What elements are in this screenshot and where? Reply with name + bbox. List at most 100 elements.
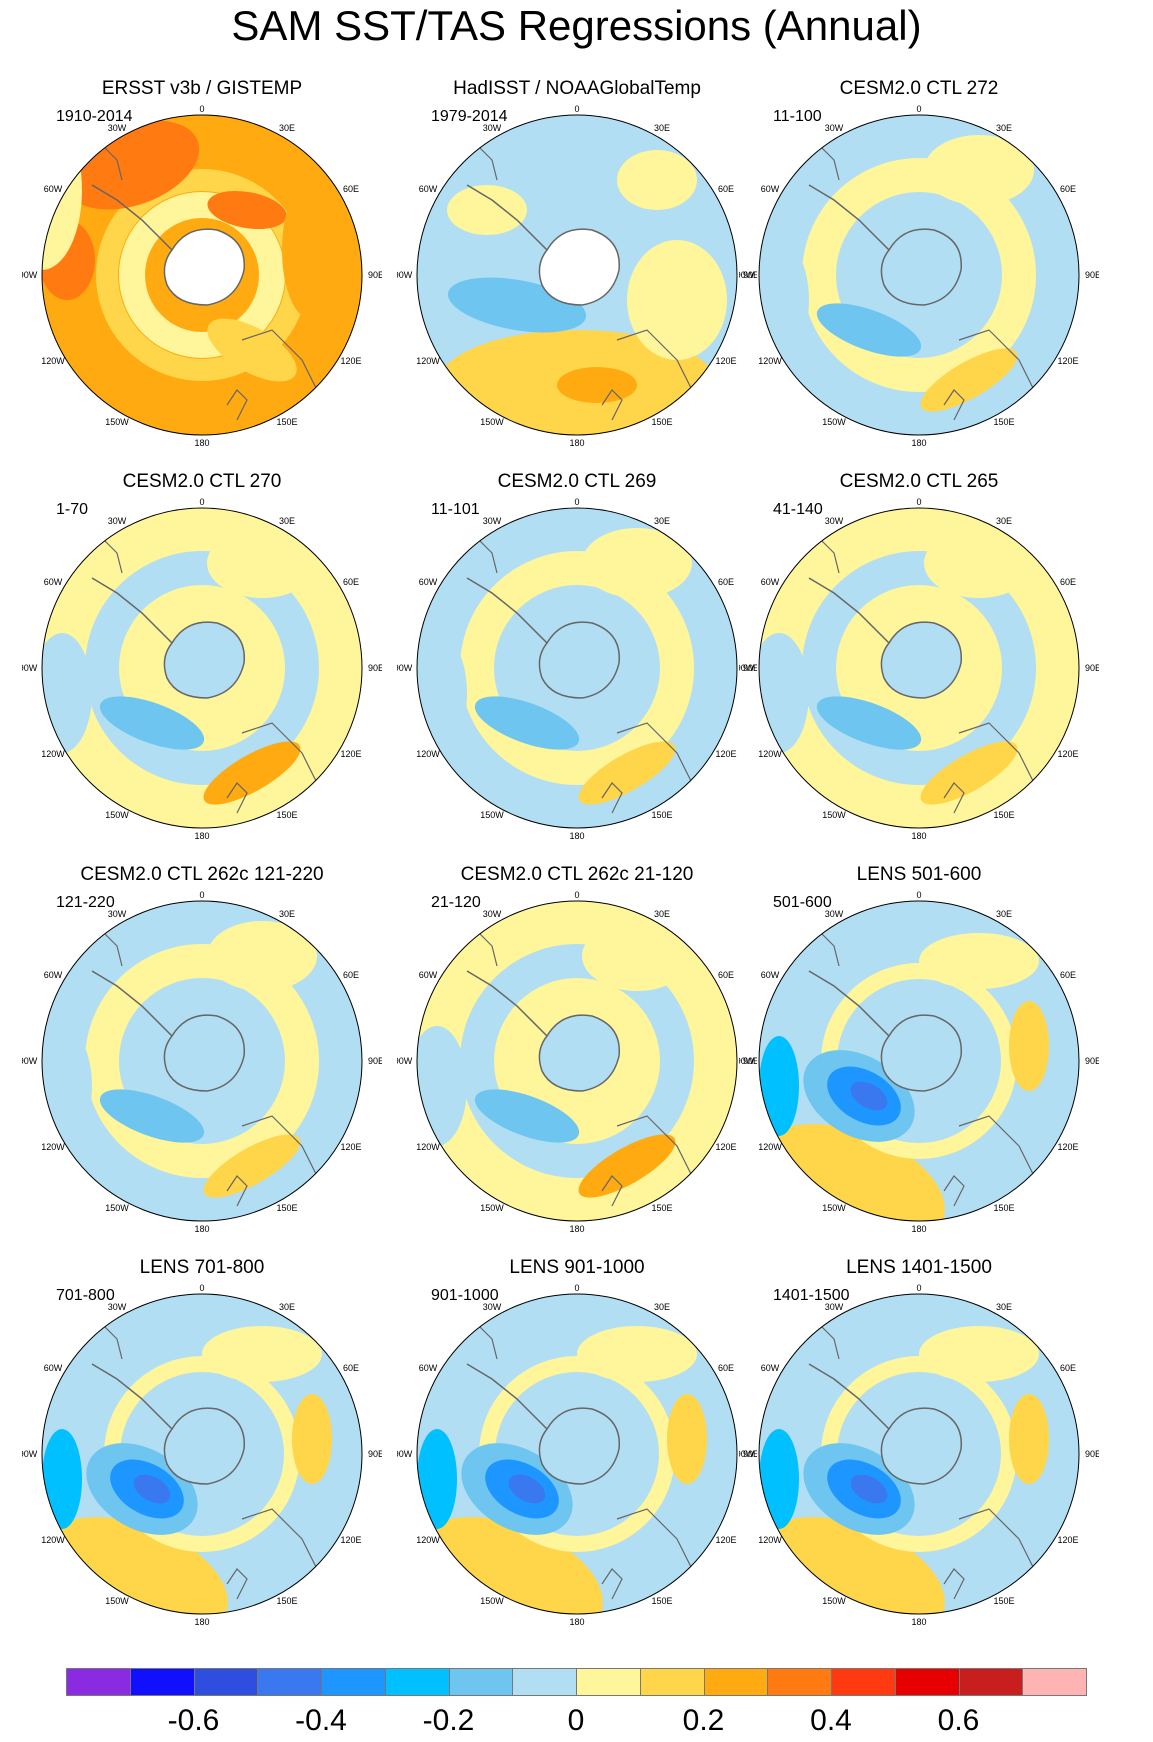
longitude-label: 150E bbox=[651, 417, 672, 427]
panel-title: CESM2.0 CTL 265 bbox=[839, 471, 999, 492]
new-zealand-coastline bbox=[943, 1175, 965, 1207]
longitude-label: 120E bbox=[715, 749, 736, 759]
antarctica-coastline bbox=[538, 228, 620, 306]
map-panel: CESM2.0 CTL 272 11-100 0 30E 60E 90E 120E 150E 1… bbox=[739, 78, 1099, 468]
longitude-label: 120W bbox=[416, 1142, 440, 1152]
colorbar bbox=[66, 1668, 1087, 1698]
longitude-label: 60W bbox=[761, 184, 780, 194]
longitude-label: 30E bbox=[654, 909, 670, 919]
antarctic-peninsula-coastline bbox=[466, 184, 548, 251]
longitude-label: 120E bbox=[715, 1142, 736, 1152]
polar-ring bbox=[506, 990, 648, 1132]
longitude-label: 120W bbox=[41, 1142, 65, 1152]
new-zealand-coastline bbox=[601, 1175, 623, 1207]
regression-field bbox=[759, 901, 1079, 1221]
regression-field bbox=[42, 508, 362, 828]
polar-stereographic-map: 0 30E 60E 90E 120E 150E 180 150W 120W 90W 60W 30W bbox=[739, 890, 1099, 1234]
polar-stereographic-map: 0 30E 60E 90E 120E 150E 180 150W 120W 90W 60W 30W bbox=[22, 890, 382, 1234]
colorbar-swatch bbox=[66, 1668, 131, 1696]
longitude-label: 90E bbox=[1085, 270, 1099, 280]
map-panel: LENS 701-800 701-800 0 30E 60E 90E 120E 150E 180… bbox=[22, 1257, 382, 1647]
longitude-label: 120E bbox=[340, 749, 361, 759]
longitude-label: 90E bbox=[368, 1056, 382, 1066]
cold-anomaly bbox=[417, 1429, 457, 1529]
longitude-label: 150W bbox=[105, 810, 129, 820]
panel-title: LENS 901-1000 bbox=[509, 1257, 645, 1278]
colorbar-tick-label: 0 bbox=[567, 1704, 585, 1737]
warm-anomaly bbox=[282, 180, 342, 320]
warm-anomaly bbox=[1009, 1001, 1049, 1091]
longitude-label: 60W bbox=[761, 1363, 780, 1373]
longitude-label: 120E bbox=[340, 1142, 361, 1152]
new-zealand-coastline bbox=[226, 1175, 248, 1207]
longitude-label: 120E bbox=[1057, 749, 1078, 759]
longitude-label: 30W bbox=[483, 909, 502, 919]
antarctica-coastline bbox=[163, 621, 245, 699]
map-border bbox=[416, 900, 738, 1222]
longitude-label: 90W bbox=[397, 663, 413, 673]
longitude-label: 30E bbox=[279, 1302, 295, 1312]
longitude-label: 90W bbox=[739, 1449, 755, 1459]
panel-period-label: 11-100 bbox=[773, 108, 822, 125]
longitude-label: 30W bbox=[825, 516, 844, 526]
longitude-label: 60W bbox=[761, 577, 780, 587]
longitude-label: 150W bbox=[822, 417, 846, 427]
longitude-label: 90E bbox=[1085, 1449, 1099, 1459]
new-zealand-coastline bbox=[226, 389, 248, 421]
longitude-label: 90W bbox=[22, 1449, 38, 1459]
new-zealand-coastline bbox=[943, 389, 965, 421]
longitude-label: 30E bbox=[654, 1302, 670, 1312]
colorbar-swatch bbox=[1022, 1668, 1087, 1696]
regression-field bbox=[759, 115, 1079, 435]
cold-anomaly bbox=[99, 696, 205, 750]
regression-field bbox=[417, 901, 737, 1221]
polar-ring bbox=[506, 597, 648, 739]
longitude-label: 30E bbox=[996, 123, 1012, 133]
longitude-label: 120E bbox=[340, 356, 361, 366]
panel-period-label: 1910-2014 bbox=[56, 108, 133, 125]
longitude-label: 150W bbox=[480, 810, 504, 820]
longitude-label: 180 bbox=[569, 1224, 584, 1234]
map-border bbox=[41, 114, 363, 436]
antarctica-coastline bbox=[880, 1407, 962, 1485]
colorbar-swatch bbox=[703, 1668, 769, 1696]
polar-stereographic-map: 0 30E 60E 90E 120E 150E 180 150W 120W 90W 60W 30W bbox=[22, 104, 382, 448]
polar-ring bbox=[848, 597, 990, 739]
weak-anomaly bbox=[417, 1026, 467, 1146]
weak-anomaly bbox=[582, 921, 692, 991]
longitude-label: 60E bbox=[343, 1363, 359, 1373]
longitude-label: 30W bbox=[825, 1302, 844, 1312]
cold-anomaly bbox=[133, 1474, 171, 1504]
antarctic-peninsula-coastline bbox=[808, 1363, 890, 1430]
longitude-label: 60W bbox=[419, 577, 438, 587]
longitude-label: 30E bbox=[654, 123, 670, 133]
colorbar-swatch bbox=[321, 1668, 386, 1696]
panel-period-label: 41-140 bbox=[773, 501, 823, 518]
longitude-label: 30W bbox=[825, 123, 844, 133]
colorbar-swatch bbox=[576, 1668, 641, 1696]
antarctic-peninsula-coastline bbox=[808, 184, 890, 251]
weak-anomaly bbox=[759, 240, 809, 360]
panel-period-label: 901-1000 bbox=[431, 1287, 499, 1304]
longitude-label: 0 bbox=[916, 497, 921, 507]
longitude-label: 30W bbox=[108, 1302, 127, 1312]
antarctica-coastline bbox=[163, 228, 245, 306]
longitude-label: 30E bbox=[996, 909, 1012, 919]
polar-ring bbox=[848, 204, 990, 346]
longitude-label: 150W bbox=[822, 1596, 846, 1606]
longitude-label: 90W bbox=[22, 270, 38, 280]
cold-anomaly bbox=[759, 1429, 799, 1529]
map-panel: CESM2.0 CTL 262c 121-220 121-220 0 30E 60E 90… bbox=[22, 864, 382, 1254]
map-panel: LENS 1401-1500 1401-1500 0 30E 60E 90E 120E 150… bbox=[739, 1257, 1099, 1647]
longitude-label: 120W bbox=[41, 356, 65, 366]
antarctic-peninsula-coastline bbox=[466, 1363, 548, 1430]
panel-period-label: 21-120 bbox=[431, 894, 481, 911]
longitude-label: 150W bbox=[105, 1203, 129, 1213]
regression-field bbox=[417, 1294, 737, 1614]
warm-anomaly bbox=[920, 741, 1018, 805]
longitude-label: 150W bbox=[105, 417, 129, 427]
panel-period-label: 1-70 bbox=[56, 501, 89, 518]
cold-anomaly bbox=[474, 696, 580, 750]
longitude-label: 150W bbox=[822, 1203, 846, 1213]
map-border bbox=[41, 1293, 363, 1615]
